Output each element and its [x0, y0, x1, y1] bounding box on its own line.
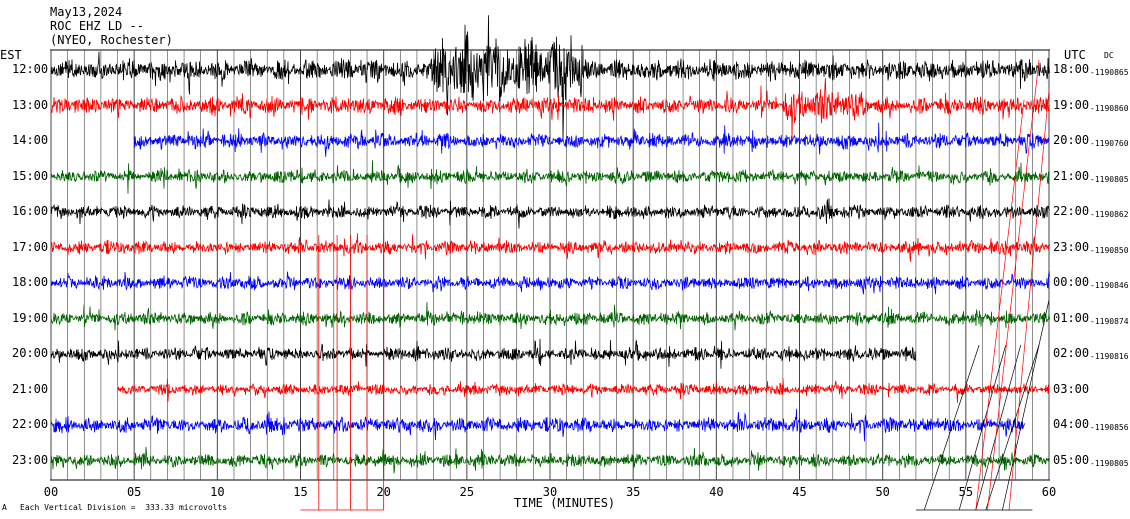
right-hour-label: 23:00: [1053, 239, 1090, 254]
left-hour-label: 23:00: [12, 452, 49, 467]
dc-offset-label: -1190860: [1090, 103, 1129, 113]
x-tick-label: 60: [1042, 485, 1056, 499]
slant-line: [923, 344, 980, 511]
x-tick-label: 30: [543, 485, 557, 499]
trace-row: [133, 122, 1050, 157]
x-tick-label: 35: [626, 485, 640, 499]
trace-row: [50, 408, 1025, 442]
dc-offset-label: -1190846: [1090, 281, 1129, 290]
trace-row: [50, 15, 1050, 141]
x-tick-label: 00: [44, 485, 58, 499]
chart-date: May13,2024: [50, 5, 123, 19]
slant-line: [1002, 299, 1050, 511]
trace-row: [50, 270, 1050, 295]
x-axis-label: TIME (MINUTES): [514, 496, 616, 510]
x-tick-label: 15: [293, 485, 307, 499]
slant-line: [985, 344, 1040, 511]
left-hour-label: 16:00: [12, 204, 49, 218]
right-hour-label: 00:00: [1053, 275, 1090, 289]
x-axis: 00 05 10 15 20 25 30 35 40 45 50 55 60: [44, 485, 1056, 499]
trace-row: [50, 233, 1050, 262]
x-tick-label: 25: [460, 485, 474, 499]
left-hour-label: 20:00: [12, 346, 49, 360]
slant-line: [975, 99, 1025, 511]
dc-offset-label: -1190850: [1090, 245, 1129, 255]
left-hour-label: 18:00: [12, 275, 49, 289]
trace-row: [50, 160, 1050, 194]
slant-line: [958, 344, 1007, 511]
right-hour-label: 05:00: [1053, 452, 1090, 467]
dc-offset-label: -1190862: [1090, 210, 1129, 219]
x-tick-label: 05: [127, 485, 141, 499]
left-hour-label: 12:00: [12, 62, 49, 76]
dc-offset-label: -1190805: [1090, 174, 1129, 184]
trace-row: [50, 446, 1050, 474]
right-hour-label: 22:00: [1053, 204, 1090, 218]
right-hour-label: 03:00: [1053, 381, 1090, 396]
dc-offset-label: -1190874: [1090, 316, 1129, 326]
right-hour-label: 01:00: [1053, 310, 1090, 325]
scale-note: Each Vertical Division = 333.33 microvol…: [20, 503, 228, 512]
left-hour-label: 22:00: [12, 417, 49, 431]
right-hour-label: 04:00: [1053, 417, 1090, 431]
slant-line: [975, 344, 1022, 511]
x-tick-label: 10: [210, 485, 224, 499]
left-hour-label: 21:00: [12, 381, 49, 396]
dc-offset-label: -1190816: [1090, 352, 1129, 361]
right-hour-label: 18:00: [1053, 62, 1090, 76]
left-hour-label: 15:00: [12, 168, 49, 183]
x-tick-label: 20: [376, 485, 390, 499]
dc-offset-label: -1190856: [1090, 423, 1129, 432]
left-hour-label: 13:00: [12, 97, 49, 112]
slant-line: [1008, 89, 1050, 511]
right-timezone-label: UTC: [1064, 48, 1086, 62]
right-hour-label: 19:00: [1053, 97, 1090, 112]
right-hour-label: 02:00: [1053, 346, 1090, 360]
left-hour-label: 19:00: [12, 310, 49, 325]
left-hour-label: 14:00: [12, 133, 49, 147]
dc-offset-label: -1190865: [1090, 68, 1129, 77]
right-hour-label: 21:00: [1053, 168, 1090, 183]
trace-row: [50, 198, 1050, 229]
x-tick-label: 40: [709, 485, 723, 499]
network-label: (NYEO, Rochester): [50, 33, 173, 47]
corner-mark: A: [2, 503, 7, 512]
x-tick-label: 45: [792, 485, 806, 499]
left-timezone-label: EST: [0, 48, 22, 62]
trace-row: [50, 77, 1050, 140]
slant-line: [987, 59, 1040, 511]
dc-corner-label: DC: [1104, 51, 1114, 60]
x-tick-label: 55: [959, 485, 973, 499]
right-hour-label: 20:00: [1053, 133, 1090, 147]
left-hour-label: 17:00: [12, 239, 49, 254]
trace-row: [50, 338, 916, 369]
helicorder-traces: [50, 15, 1050, 474]
trace-row: [50, 302, 1050, 331]
red-overlap-spikes: [300, 59, 1050, 511]
x-tick-label: 50: [875, 485, 889, 499]
dc-offset-label: -1190805: [1090, 458, 1129, 468]
minute-grid: [50, 49, 1050, 481]
dc-offset-label: -1190760: [1090, 139, 1129, 148]
trace-row: [117, 378, 1050, 403]
station-label: ROC EHZ LD --: [50, 19, 144, 33]
